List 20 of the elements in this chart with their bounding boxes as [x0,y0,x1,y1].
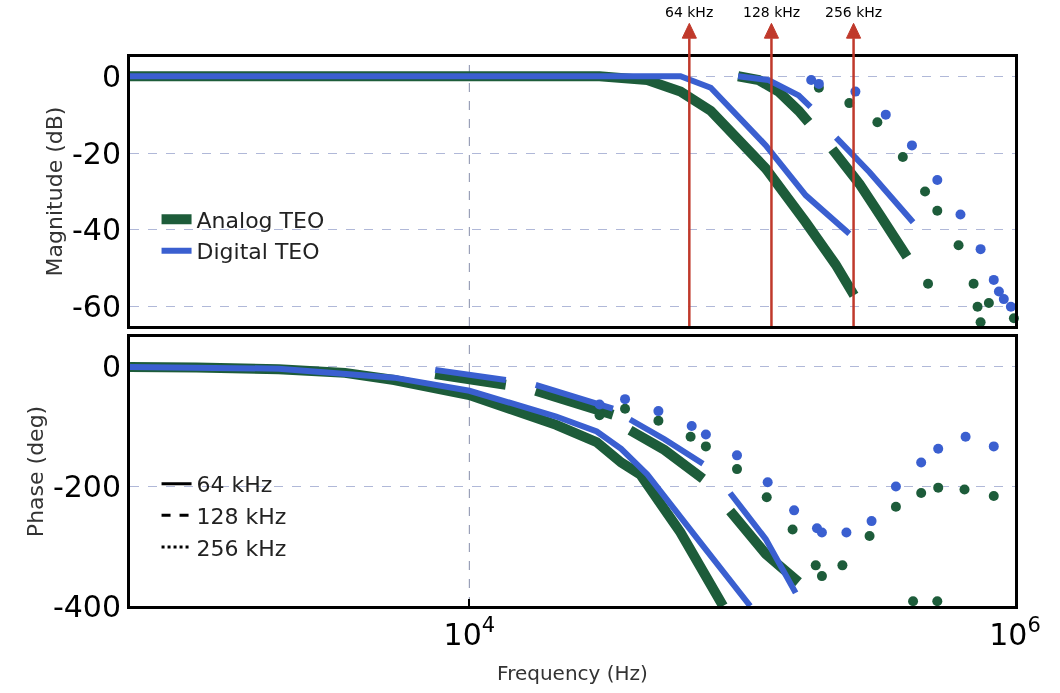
ref-line-label: 128 kHz [743,4,801,20]
legend-label: 128 kHz [196,503,287,529]
x-tick-label: 10$^{4}$ [443,613,496,652]
ref-line-label: 64 kHz [665,4,714,20]
y-tick-label: -200 [52,468,121,504]
legend-label: 64 kHz [196,472,273,498]
legend-label: 256 kHz [196,535,287,561]
x-tick-label: 10$^{6}$ [989,613,1041,652]
ref-line-label: 256 kHz [825,4,883,20]
y-tick-label: 0 [101,58,121,94]
legend-label: Digital TEO [196,239,320,265]
y-tick-label: 0 [101,349,121,385]
y-tick-label: -20 [72,135,121,171]
x-axis-title: Frequency (Hz) [497,660,648,685]
y-tick-label: -400 [52,588,121,624]
y-axis-title: Magnitude (dB) [41,106,67,277]
y-tick-label: -40 [72,212,121,248]
y-axis-title: Phase (deg) [22,405,48,538]
y-tick-label: -60 [72,289,121,325]
legend-label: Analog TEO [196,207,325,233]
